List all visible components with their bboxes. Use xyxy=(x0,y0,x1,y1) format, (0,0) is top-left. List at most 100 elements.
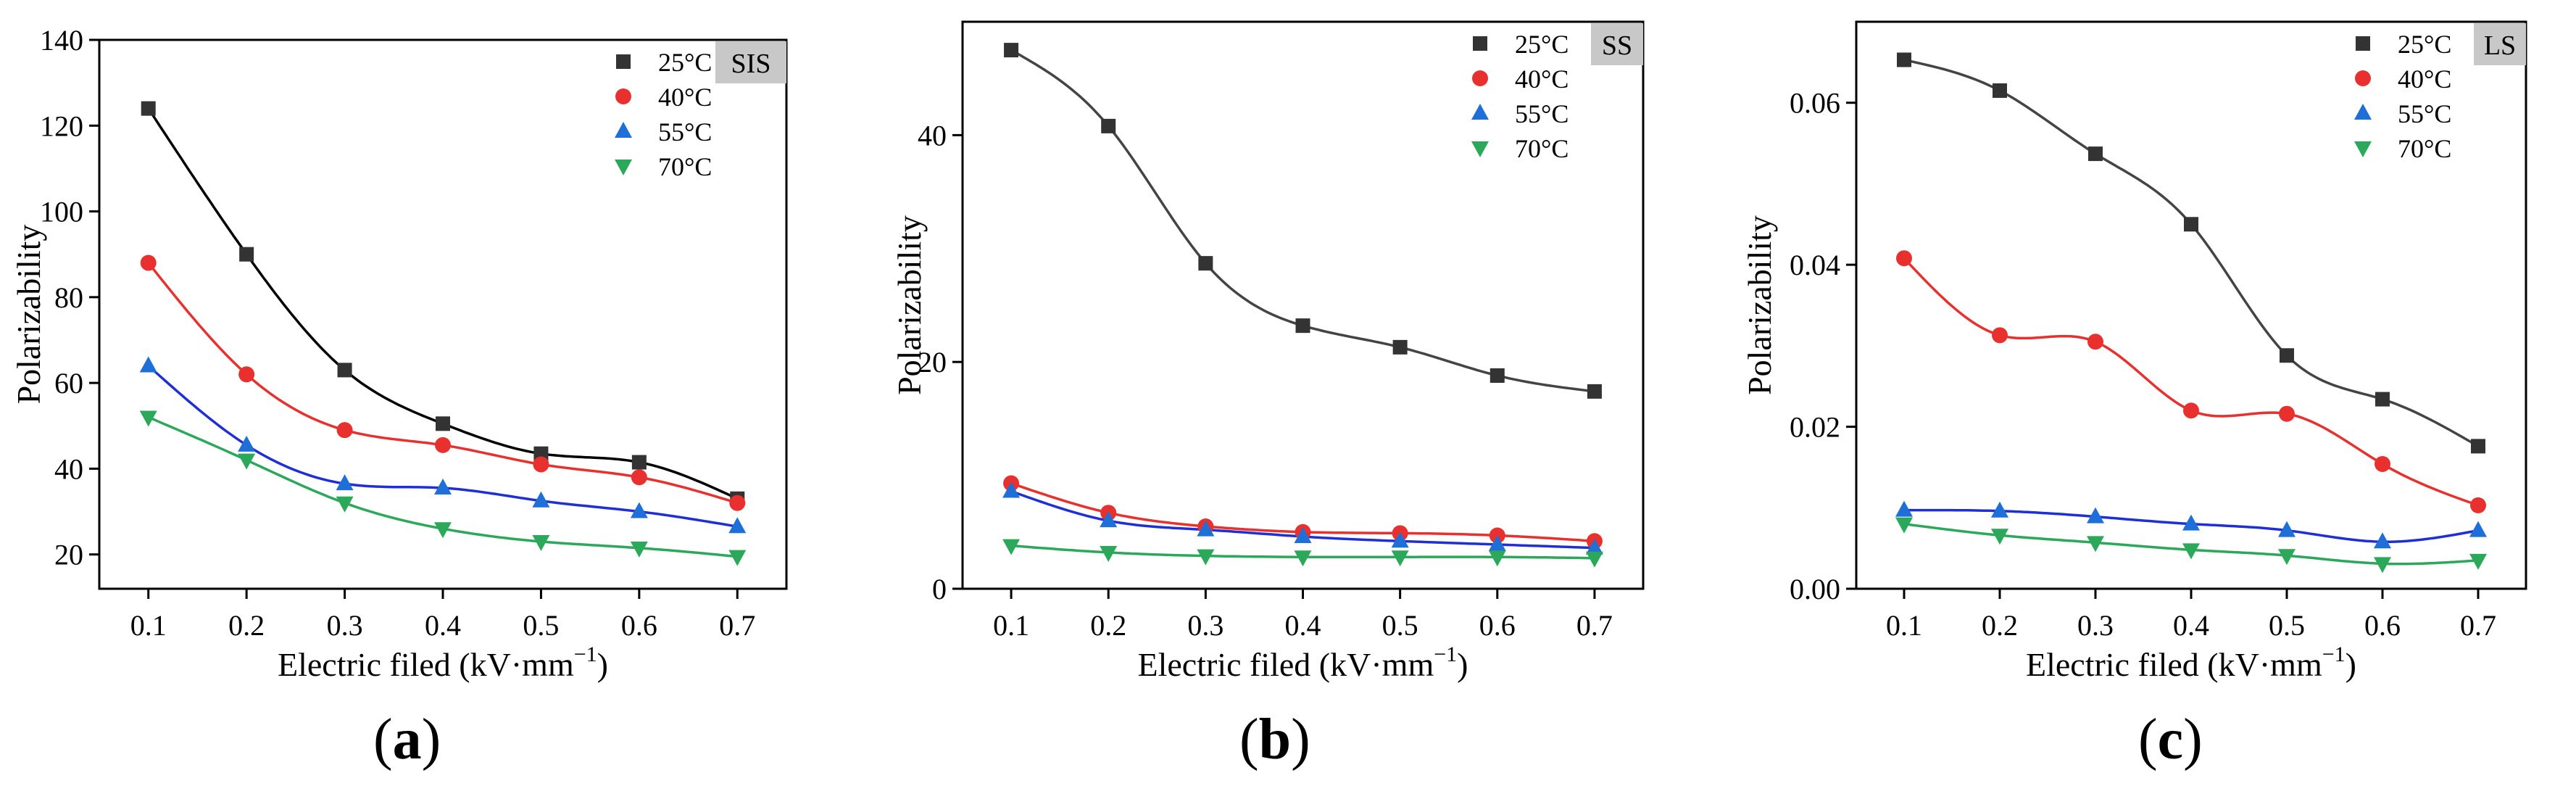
y-axis-label: Polarizability xyxy=(10,225,47,405)
x-tick-label: 0.7 xyxy=(1576,609,1613,642)
data-point xyxy=(336,496,354,513)
data-point xyxy=(2278,521,2295,537)
x-tick-label: 0.4 xyxy=(2173,609,2209,642)
y-tick-label: 80 xyxy=(54,281,83,314)
data-point xyxy=(2087,536,2104,553)
legend-label: 25°C xyxy=(658,48,712,77)
x-tick-label: 0.5 xyxy=(2269,609,2305,642)
y-axis-label: Polarizability xyxy=(1741,215,1778,395)
data-point xyxy=(1294,527,1312,544)
data-point xyxy=(2375,455,2390,472)
data-point xyxy=(2469,553,2487,570)
data-point xyxy=(2279,405,2295,422)
data-point xyxy=(2087,334,2103,350)
data-point xyxy=(141,101,156,116)
legend-label: 70°C xyxy=(1515,134,1569,163)
data-point xyxy=(1197,549,1215,566)
y-tick-label: 0.06 xyxy=(1790,87,1840,120)
data-point xyxy=(2183,402,2199,419)
legend-label: 40°C xyxy=(658,83,712,112)
x-tick-label: 0.2 xyxy=(1090,609,1126,642)
panel-tag: SS xyxy=(1602,30,1632,61)
data-point xyxy=(728,550,747,566)
data-point xyxy=(139,356,157,373)
data-point xyxy=(2184,217,2198,232)
x-tick-label: 0.1 xyxy=(993,609,1029,642)
data-point xyxy=(435,436,451,453)
y-tick-label: 0.00 xyxy=(1790,573,1840,605)
data-point xyxy=(728,517,747,534)
data-point xyxy=(2375,392,2390,407)
data-point xyxy=(2374,557,2391,574)
y-axis-label: Polarizability xyxy=(891,215,928,395)
data-point xyxy=(1585,551,1603,568)
data-point xyxy=(2374,532,2391,549)
data-point xyxy=(2182,543,2200,560)
legend-label: 55°C xyxy=(1515,99,1569,128)
panel-c-label: c xyxy=(2157,708,2184,771)
x-axis-label: Electric filed (kV·mm−1) xyxy=(278,642,608,683)
panel-tag: SIS xyxy=(731,49,771,79)
fit-curve-25°C xyxy=(1010,49,1595,393)
legend-label: 40°C xyxy=(1515,65,1569,94)
legend-marker xyxy=(2356,36,2370,51)
fit-curve-25°C xyxy=(1903,58,2479,447)
data-point xyxy=(631,455,647,470)
x-tick-label: 0.6 xyxy=(1479,609,1516,642)
data-point xyxy=(532,534,550,551)
y-tick-label: 60 xyxy=(54,367,83,400)
data-point xyxy=(238,435,256,452)
legend-label: 25°C xyxy=(2398,30,2451,59)
panel-tag-box xyxy=(715,41,786,83)
x-tick-label: 0.2 xyxy=(1982,609,2018,642)
data-point xyxy=(630,502,648,518)
legend-marker xyxy=(2354,141,2372,157)
legend-label: 55°C xyxy=(658,117,712,146)
y-tick-label: 0 xyxy=(932,573,947,605)
chart-b: 0.1 0.2 0.3 0.4 0.5 0.6 0.7 0 20 40 Electric filed… xyxy=(891,20,1645,683)
data-point xyxy=(1391,550,1409,567)
legend-marker xyxy=(615,122,632,138)
data-point xyxy=(1197,520,1215,537)
x-tick-label: 0.6 xyxy=(621,609,657,642)
data-point xyxy=(337,363,352,378)
data-point xyxy=(2182,514,2200,531)
legend-marker xyxy=(616,54,631,69)
panel-a-label: a xyxy=(392,708,422,771)
y-tick-label: 140 xyxy=(40,24,83,57)
data-point xyxy=(436,416,450,431)
data-point xyxy=(139,410,157,427)
data-point xyxy=(630,541,648,558)
data-point xyxy=(533,456,549,473)
legend-marker xyxy=(2355,70,2371,86)
legend-marker xyxy=(1473,36,1487,51)
y-tick-label: 100 xyxy=(40,196,83,228)
data-point xyxy=(336,474,354,491)
y-tick-label: 120 xyxy=(40,109,83,142)
legend-marker xyxy=(1471,141,1489,157)
legend-marker xyxy=(2354,104,2372,120)
y-tick-label: 0.04 xyxy=(1790,249,1840,281)
data-point xyxy=(2278,549,2295,566)
fit-curve-40°C xyxy=(147,262,738,505)
legend-marker xyxy=(615,160,632,175)
panel-tag-box xyxy=(1591,23,1643,65)
data-point xyxy=(1897,52,1911,67)
data-point xyxy=(1100,511,1118,528)
data-point xyxy=(1895,517,1913,534)
data-point xyxy=(1002,539,1021,555)
x-tick-label: 0.3 xyxy=(327,609,363,642)
legend-label: 55°C xyxy=(2398,99,2451,128)
chart-c: 0.1 0.2 0.3 0.4 0.5 0.6 0.7 0.00 0.02 0.04 0.06 Ele… xyxy=(1741,20,2527,683)
data-point xyxy=(434,522,452,539)
data-point xyxy=(1489,368,1505,383)
x-tick-label: 0.5 xyxy=(1382,609,1418,642)
data-point xyxy=(1585,538,1603,555)
data-point xyxy=(336,422,353,439)
data-point xyxy=(1993,83,2007,98)
chart-a: 0.1 0.2 0.3 0.4 0.5 0.6 0.7 20 40 60 80 100 120 140 El… xyxy=(10,24,788,683)
legend-marker xyxy=(1472,70,1488,86)
data-point xyxy=(238,453,256,470)
